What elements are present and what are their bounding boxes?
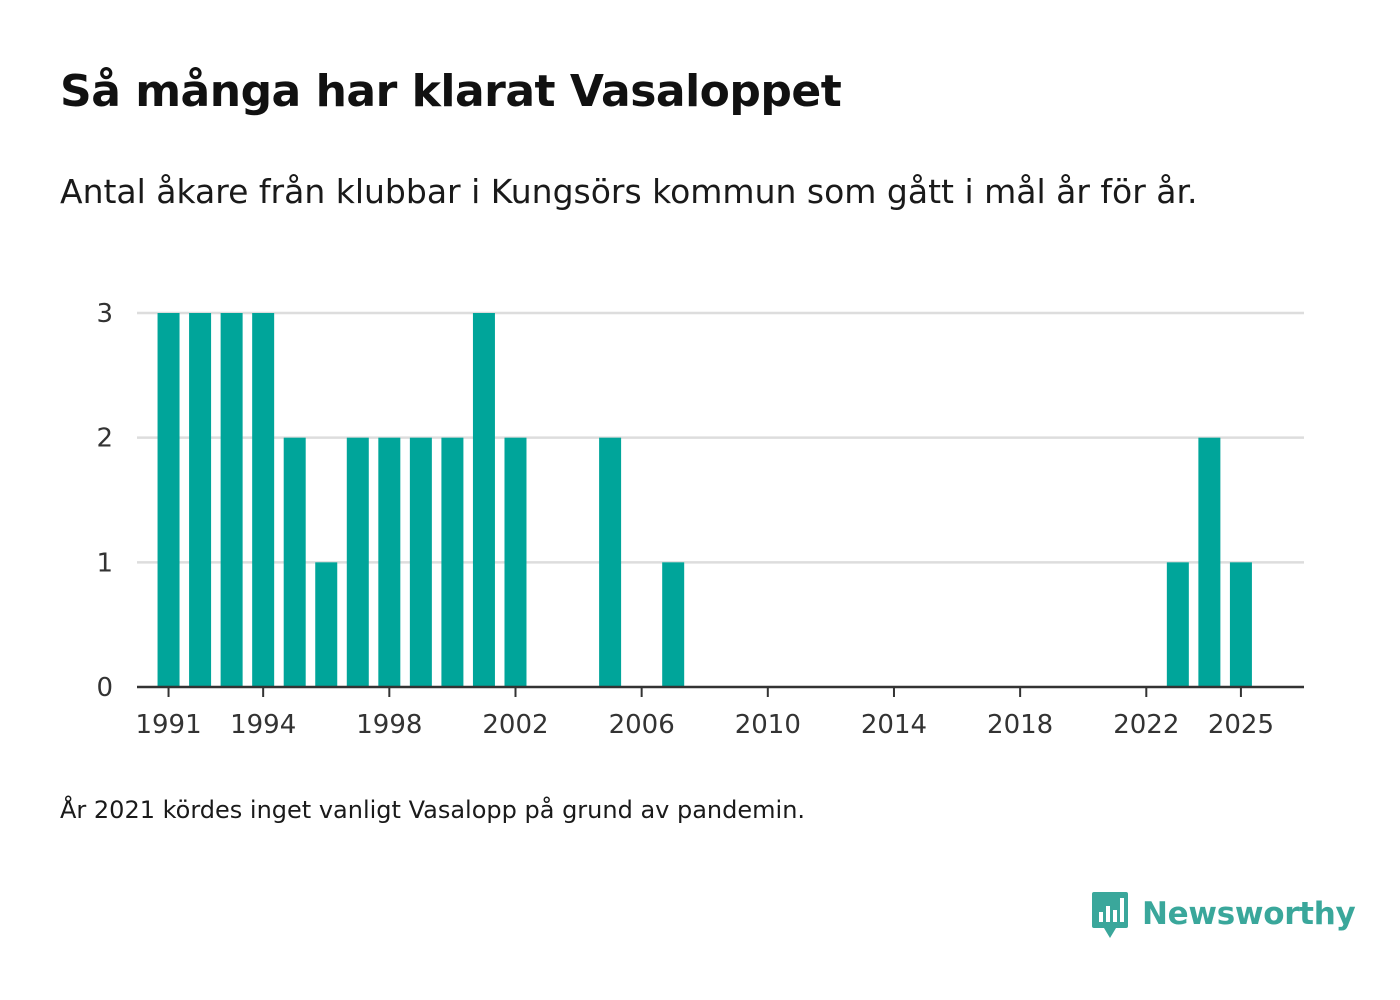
grid-lines [137,311,1304,564]
bar-1999 [409,437,432,687]
bars [157,313,1252,687]
x-tick-label: 1998 [356,710,422,740]
x-axis: 1991 1994 1998 2002 2006 2010 2014 2018 2022 2025 [135,685,1304,740]
bar-1996 [315,562,338,687]
brand-name: Newsworthy [1142,896,1356,932]
y-tick-label: 2 [96,424,113,454]
bar-2024 [1198,437,1221,687]
chart-subtitle: Antal åkare från klubbar i Kungsörs komm… [60,172,1198,211]
newsworthy-logo-icon [1092,892,1128,938]
x-tick-label: 2018 [987,710,1053,740]
bar-1994 [252,313,275,687]
bar-1995 [283,437,306,687]
x-tick-label: 2022 [1113,710,1179,740]
x-tick-label: 2014 [861,710,927,740]
footnote: År 2021 kördes inget vanligt Vasalopp på… [60,796,806,824]
x-tick-label: 1994 [230,710,296,740]
x-tick-label: 2025 [1208,710,1274,740]
x-tick-label: 2006 [609,710,675,740]
bar-1991 [157,313,180,687]
bar-1993 [220,313,243,687]
chart-title: Så många har klarat Vasaloppet [60,66,842,117]
bar-2007 [662,562,685,687]
x-tick-label: 2002 [482,710,548,740]
y-tick-label: 1 [96,548,113,578]
bar-chart: 1991 1994 1998 2002 2006 2010 2014 2018 2022 2025… [96,299,1304,740]
bar-2023 [1166,562,1189,687]
bar-2002 [504,437,527,687]
bar-2001 [472,313,495,687]
y-tick-label: 0 [96,673,113,703]
bar-2000 [441,437,464,687]
x-tick-label: 1991 [135,710,201,740]
bar-2025 [1229,562,1252,687]
bar-1998 [378,437,401,687]
brand-logo: Newsworthy [1090,888,1356,940]
bar-1992 [189,313,212,687]
y-axis-labels: 0 1 2 3 [96,299,113,703]
bar-2005 [599,437,622,687]
x-tick-label: 2010 [735,710,801,740]
y-tick-label: 3 [96,299,113,329]
bar-1997 [346,437,369,687]
